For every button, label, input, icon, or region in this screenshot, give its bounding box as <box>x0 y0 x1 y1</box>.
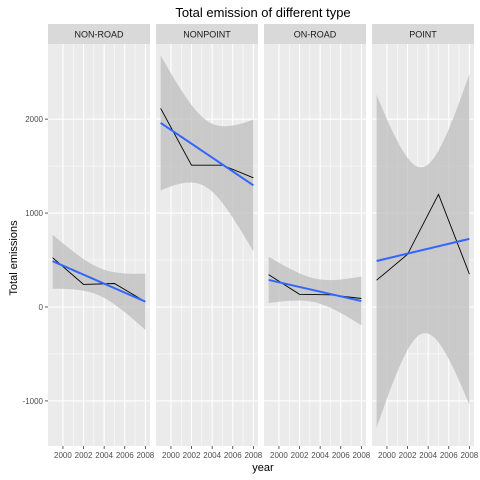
facet-strip <box>48 24 150 44</box>
facet-strip <box>264 24 366 44</box>
y-axis-title: Total emissions <box>8 220 20 296</box>
series-line <box>52 257 146 303</box>
x-tick-label: 2006 <box>440 451 458 460</box>
y-tick-label: 0 <box>39 303 44 312</box>
x-tick-label: 2008 <box>244 451 262 460</box>
x-tick-label: 2006 <box>116 451 134 460</box>
facet-point: POINT 2000 2002 2004 2006 2008 <box>372 24 479 460</box>
facet-strip-label: ON-ROAD <box>294 30 337 40</box>
y-tick-label: 2000 <box>25 115 43 124</box>
trend-line <box>160 122 254 187</box>
x-axis-title: year <box>252 462 274 474</box>
y-tick-label: -1000 <box>23 397 44 406</box>
facet-strip-label: POINT <box>409 30 437 40</box>
facet-nonpoint: NONPOINT 2000 2002 2004 2006 2008 <box>156 24 263 460</box>
x-tick-label: 2008 <box>460 451 478 460</box>
confidence-band <box>376 74 470 429</box>
facet-strip <box>372 24 474 44</box>
series-line <box>376 193 470 281</box>
y-tick-label: 1000 <box>25 209 43 218</box>
x-tick-label: 2000 <box>270 451 288 460</box>
facet-strip-label: NON-ROAD <box>75 30 124 40</box>
x-tick-label: 2004 <box>311 451 329 460</box>
x-tick-label: 2002 <box>75 451 93 460</box>
x-tick-label: 2008 <box>136 451 154 460</box>
x-tick-label: 2002 <box>291 451 309 460</box>
trend-line <box>52 260 146 303</box>
facet-strip-label: NONPOINT <box>183 30 231 40</box>
x-tick-label: 2000 <box>378 451 396 460</box>
chart-title: Total emission of different type <box>175 5 350 20</box>
x-tick-label: 2000 <box>162 451 180 460</box>
facet-non-road: NON-ROAD 2000 2002 2004 2006 2008 <box>48 24 155 460</box>
x-tick-label: 2008 <box>352 451 370 460</box>
x-tick-label: 2002 <box>183 451 201 460</box>
panel-background <box>264 44 366 446</box>
x-tick-label: 2002 <box>399 451 417 460</box>
y-axis: -1000 0 1000 2000 <box>23 115 48 406</box>
x-tick-label: 2006 <box>224 451 242 460</box>
x-tick-label: 2004 <box>419 451 437 460</box>
x-tick-label: 2006 <box>332 451 350 460</box>
series-line <box>160 108 254 179</box>
trend-line <box>376 237 470 262</box>
facet-on-road: ON-ROAD 2000 2002 2004 2006 2008 <box>264 24 371 460</box>
facet-strip <box>156 24 258 44</box>
x-tick-label: 2000 <box>54 451 72 460</box>
trend-line <box>268 278 362 303</box>
panel-background <box>48 44 150 446</box>
x-tick-label: 2004 <box>203 451 221 460</box>
x-tick-label: 2004 <box>95 451 113 460</box>
